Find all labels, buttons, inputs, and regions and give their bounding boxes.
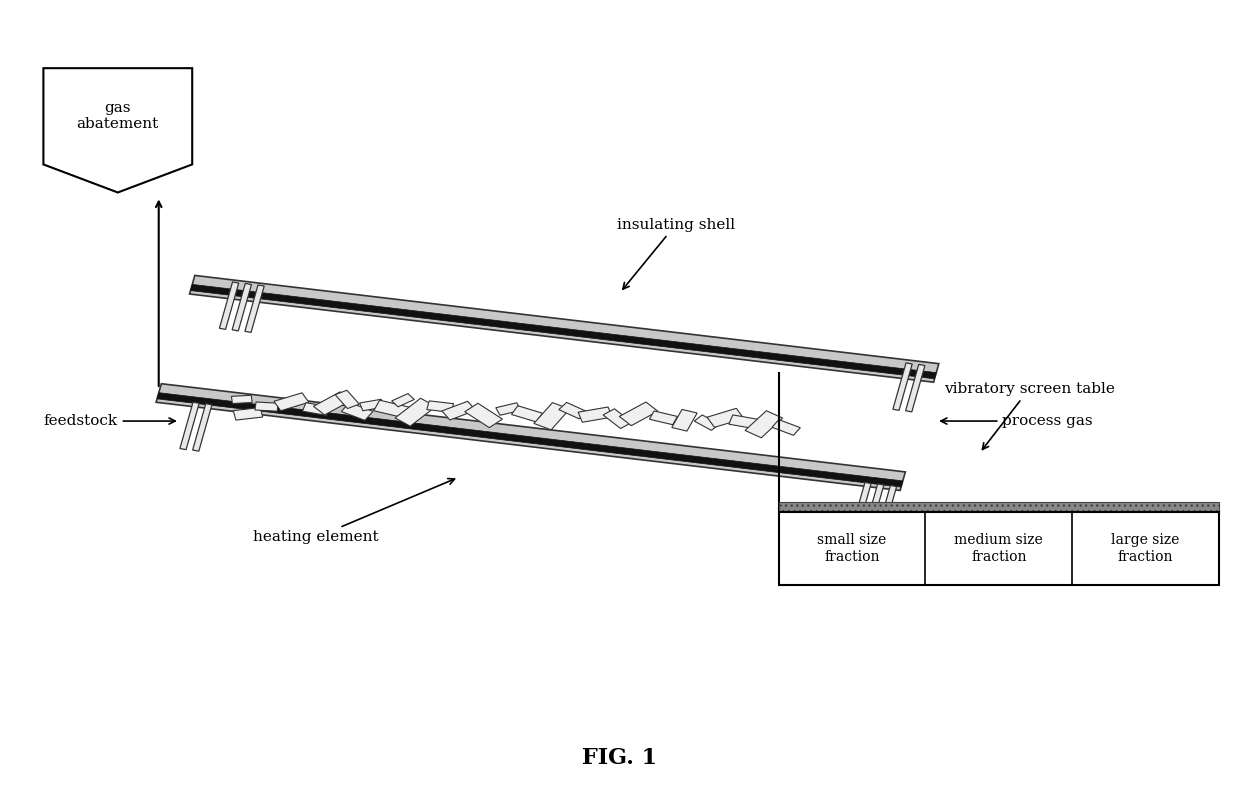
Polygon shape: [427, 401, 454, 412]
Polygon shape: [157, 393, 903, 487]
Polygon shape: [578, 407, 613, 423]
Polygon shape: [496, 403, 521, 415]
Polygon shape: [877, 485, 897, 533]
Polygon shape: [233, 407, 263, 420]
Text: heating element: heating element: [253, 479, 455, 545]
Polygon shape: [219, 282, 239, 330]
Polygon shape: [396, 399, 435, 426]
Text: large size
fraction: large size fraction: [1111, 533, 1179, 564]
Polygon shape: [852, 483, 872, 530]
Polygon shape: [650, 411, 677, 425]
Polygon shape: [43, 68, 192, 192]
Polygon shape: [619, 402, 658, 426]
Polygon shape: [392, 394, 414, 407]
Polygon shape: [232, 283, 252, 331]
Text: process gas: process gas: [941, 414, 1094, 428]
Polygon shape: [360, 399, 384, 411]
Polygon shape: [274, 393, 309, 411]
Polygon shape: [559, 403, 587, 419]
Text: small size
fraction: small size fraction: [817, 533, 887, 564]
Polygon shape: [255, 402, 278, 411]
Polygon shape: [603, 409, 632, 428]
Polygon shape: [745, 411, 782, 438]
Polygon shape: [893, 363, 913, 411]
Polygon shape: [773, 419, 800, 435]
Text: FIG. 1: FIG. 1: [583, 747, 657, 769]
Polygon shape: [864, 484, 884, 532]
Polygon shape: [707, 408, 744, 427]
Text: vibratory screen table: vibratory screen table: [944, 382, 1115, 449]
Polygon shape: [314, 392, 351, 415]
Polygon shape: [441, 401, 476, 420]
Bar: [779, 512, 1219, 585]
Polygon shape: [341, 403, 373, 420]
Text: medium size
fraction: medium size fraction: [955, 533, 1043, 564]
Polygon shape: [244, 285, 264, 332]
Polygon shape: [156, 383, 905, 491]
Polygon shape: [191, 285, 936, 379]
Polygon shape: [373, 400, 410, 418]
Polygon shape: [534, 403, 569, 430]
Polygon shape: [180, 402, 200, 450]
Polygon shape: [511, 406, 543, 422]
Polygon shape: [232, 395, 252, 403]
Bar: [779, 502, 1219, 512]
Text: insulating shell: insulating shell: [616, 217, 735, 290]
Polygon shape: [729, 415, 759, 429]
Polygon shape: [672, 410, 697, 431]
Polygon shape: [190, 275, 939, 383]
Polygon shape: [465, 403, 502, 427]
Polygon shape: [192, 403, 212, 452]
Polygon shape: [303, 403, 330, 415]
Polygon shape: [694, 415, 719, 431]
Text: feedstock: feedstock: [43, 414, 175, 428]
Polygon shape: [335, 391, 360, 408]
Text: gas
abatement: gas abatement: [77, 101, 159, 132]
Polygon shape: [905, 364, 925, 412]
